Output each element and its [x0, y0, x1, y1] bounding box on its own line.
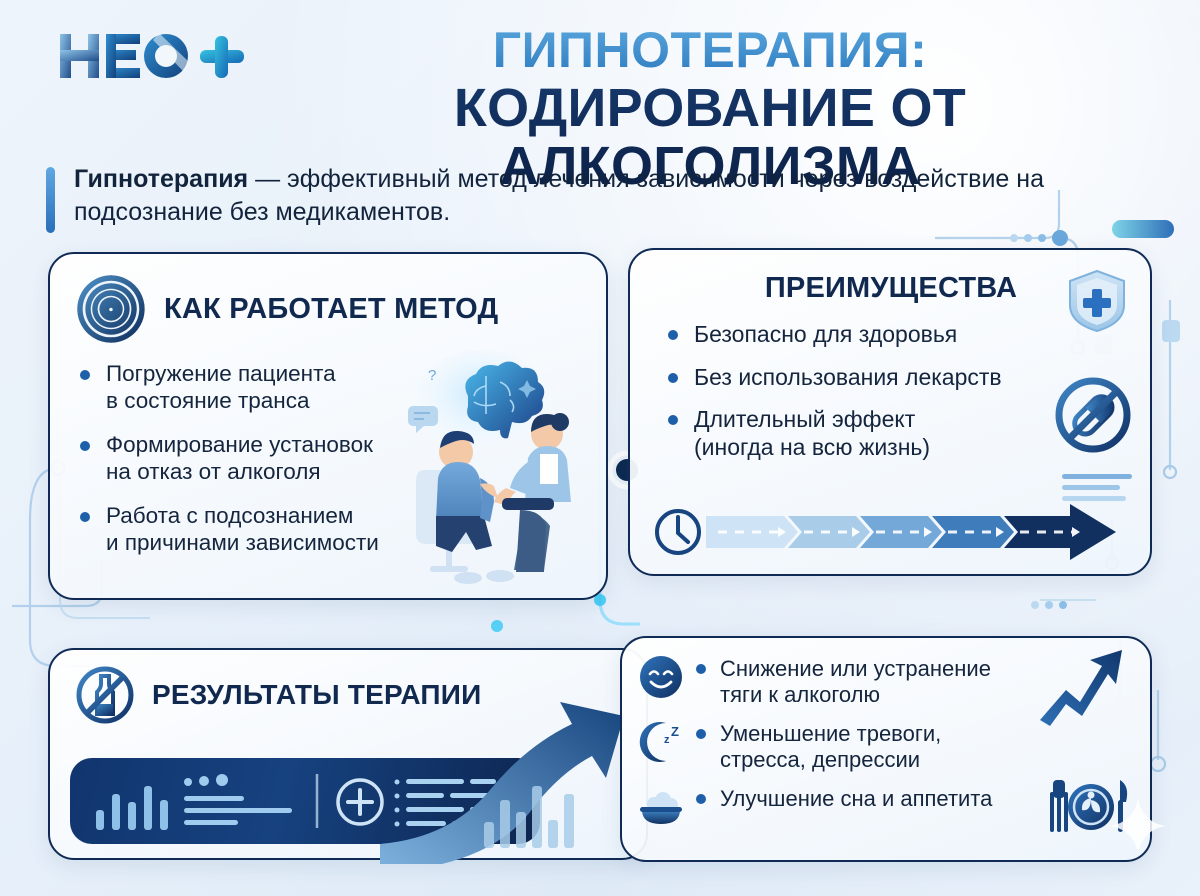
card-header: КАК РАБОТАЕТ МЕТОД — [50, 254, 606, 346]
brand-logo[interactable] — [58, 28, 248, 94]
text-lines-decoration — [1062, 474, 1132, 501]
list-item: Погружение пациента в состояние транса — [80, 360, 586, 415]
list-item-label: Улучшение сна и аппетита — [696, 784, 992, 812]
card-therapy-results: РЕЗУЛЬТАТЫ ТЕРАПИИ — [48, 648, 648, 864]
card-header: РЕЗУЛЬТАТЫ ТЕРАПИИ — [50, 650, 646, 726]
plus-circle-icon — [336, 778, 384, 826]
page-title: ГИПНОТЕРАПИЯ: КОДИРОВАНИЕ ОТ АЛКОГОЛИЗМА — [270, 24, 1150, 195]
list-item: Улучшение сна и аппетита — [638, 784, 1134, 830]
bar-chart-icon — [96, 786, 168, 830]
list-item: Снижение или устранение тяги к алкоголю — [638, 654, 1134, 709]
card-therapy-effects: Снижение или устранение тяги к алкоголю … — [620, 636, 1152, 862]
list-item-label: Уменьшение тревоги, стресса, депрессии — [696, 719, 941, 774]
list-item-label: Снижение или устранение тяги к алкоголю — [696, 654, 991, 709]
no-alcohol-bottle-icon — [76, 666, 134, 724]
results-stats-panel — [70, 758, 540, 844]
list-item: Работа с подсознанием и причинами зависи… — [80, 502, 586, 557]
method-list: Погружение пациента в состояние транса Ф… — [50, 346, 606, 557]
list-lines-icon — [394, 779, 496, 827]
svg-text:z: z — [664, 734, 670, 746]
card-title: РЕЗУЛЬТАТЫ ТЕРАПИИ — [152, 679, 482, 711]
list-item: Формирование установок на отказ от алког… — [80, 431, 586, 486]
intro-bold-term: Гипнотерапия — [74, 165, 249, 193]
text-lines-icon — [184, 774, 292, 825]
card-title: ПРЕИМУЩЕСТВА — [764, 272, 1018, 304]
svg-text:Z: Z — [671, 724, 679, 739]
food-bowl-icon — [640, 791, 682, 824]
card-title: КАК РАБОТАЕТ МЕТОД — [164, 292, 499, 325]
calm-face-icon — [640, 656, 682, 698]
duration-timeline — [655, 504, 1116, 560]
list-item: Без использования лекарств — [668, 363, 1130, 391]
title-line-2: КОДИРОВАНИЕ ОТ АЛКОГОЛИЗМА — [270, 78, 1150, 196]
list-item: Безопасно для здоровья — [668, 320, 1130, 348]
card-advantages: ПРЕИМУЩЕСТВА Безопасно для здоровья Без … — [628, 248, 1152, 576]
hypnosis-spiral-icon — [77, 275, 145, 343]
clock-icon — [655, 509, 701, 555]
card-how-method-works: КАК РАБОТАЕТ МЕТОД Погружение пациента в… — [48, 252, 608, 600]
shield-medical-cross-icon — [1069, 269, 1125, 333]
advantages-list: Безопасно для здоровья Без использования… — [630, 304, 1150, 460]
card-header: ПРЕИМУЩЕСТВА — [630, 250, 1150, 333]
intro-paragraph: Гипнотерапия — эффективный метод лечения… — [46, 163, 1116, 233]
effects-list: Снижение или устранение тяги к алкоголю … — [622, 638, 1150, 830]
intro-rest: — эффективный метод лечения зависимости … — [74, 165, 1044, 227]
list-item: z Z Уменьшение тревоги, стресса, депресс… — [638, 719, 1134, 774]
title-line-1: ГИПНОТЕРАПИЯ: — [270, 24, 1150, 77]
list-item: Длительный эффект (иногда на всю жизнь) — [668, 405, 1130, 461]
sleeping-moon-icon: z Z — [639, 721, 679, 762]
